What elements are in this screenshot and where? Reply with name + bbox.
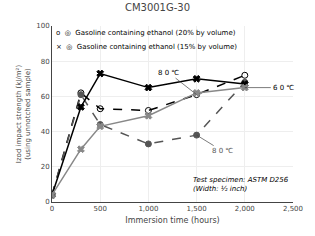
svg-text:0: 0: [50, 205, 54, 213]
svg-text:1,000: 1,000: [138, 205, 158, 213]
svg-text:100: 100: [36, 22, 49, 30]
svg-text:60: 60: [41, 93, 50, 101]
svg-text:8 0 ℃: 8 0 ℃: [212, 147, 233, 155]
svg-text:Izod impact strength (kJ/m²)(u: Izod impact strength (kJ/m²)(using unnot…: [15, 65, 32, 164]
svg-text:6 0 ℃: 6 0 ℃: [273, 84, 294, 92]
svg-text:2,000: 2,000: [235, 205, 255, 213]
svg-text:CM3001G-30: CM3001G-30: [125, 2, 190, 13]
svg-text:500: 500: [94, 205, 107, 213]
svg-text:80: 80: [41, 58, 50, 66]
svg-text:1,500: 1,500: [187, 205, 207, 213]
svg-text:2,500: 2,500: [283, 205, 303, 213]
svg-text:Test specimen: ASTM D256(Width: Test specimen: ASTM D256(Width: ½ inch): [193, 176, 289, 193]
svg-text:20: 20: [41, 163, 50, 171]
svg-text:o ◎ Gasoline containing etha: o ◎ Gasoline containing ethanol (20% by …: [56, 29, 236, 37]
svg-text:40: 40: [41, 128, 50, 136]
svg-text:8 0 ℃: 8 0 ℃: [158, 69, 179, 77]
svg-text:0: 0: [45, 198, 49, 206]
svg-text:Immersion time (hours): Immersion time (hours): [125, 216, 219, 225]
svg-text:× ◎ Gasoline containing etha: × ◎ Gasoline containing ethanol (15% by …: [56, 43, 237, 51]
